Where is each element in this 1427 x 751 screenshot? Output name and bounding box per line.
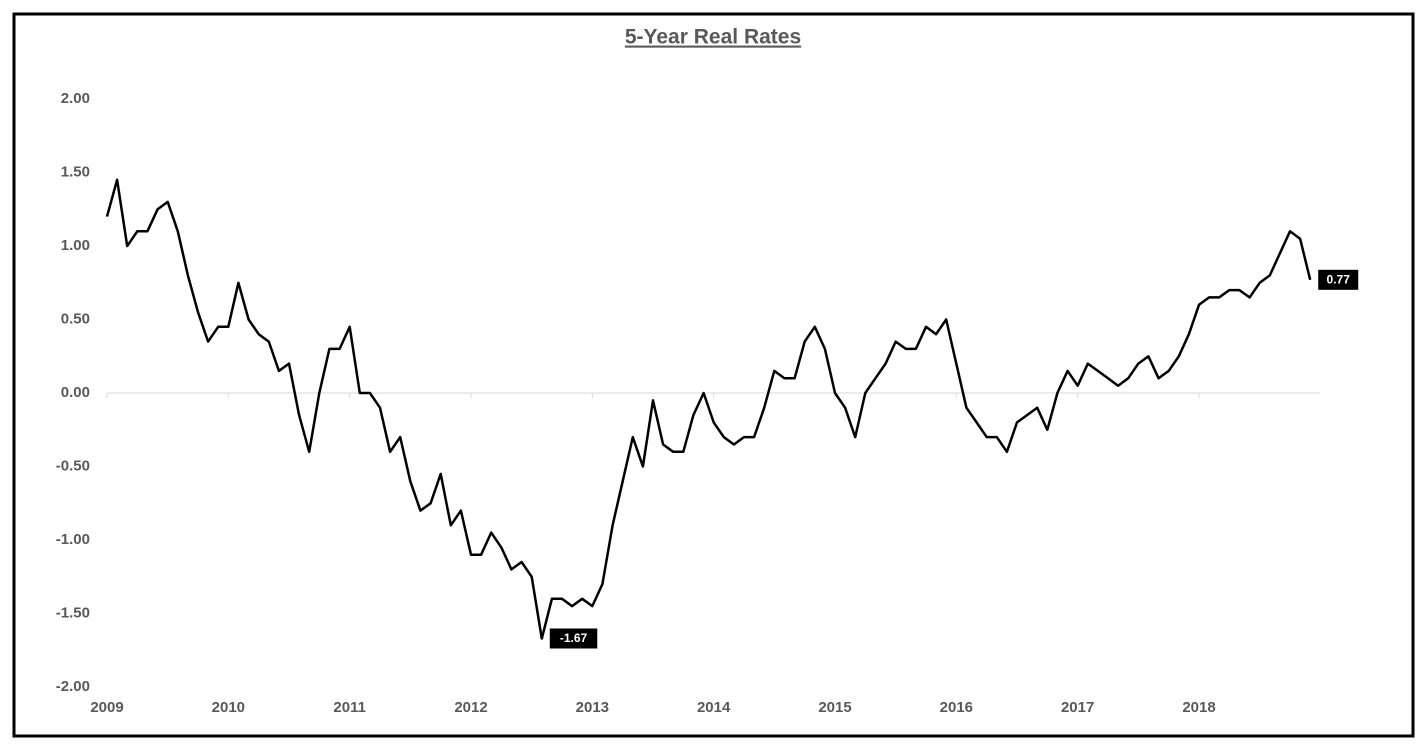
x-tick-label: 2011 (333, 699, 366, 716)
data-label: -1.67 (560, 631, 588, 645)
x-tick-label: 2012 (454, 699, 487, 716)
y-tick-label: 1.50 (61, 163, 90, 180)
y-tick-label: -2.00 (56, 678, 90, 695)
chart-title: 5-Year Real Rates (625, 26, 801, 49)
y-tick-label: 2.00 (61, 90, 90, 107)
frame (12, 12, 1415, 738)
data-label-box (1318, 269, 1359, 290)
x-tick-label: 2015 (818, 699, 851, 716)
x-tick-label: 2013 (576, 699, 609, 716)
y-tick-label: -0.50 (56, 457, 90, 474)
data-label: 0.77 (1327, 272, 1351, 286)
y-tick-label: 1.00 (61, 237, 90, 254)
y-tick-label: -1.00 (56, 531, 90, 548)
x-tick-label: 2018 (1182, 699, 1215, 716)
x-tick-label: 2016 (940, 699, 973, 716)
y-tick-label: 0.00 (61, 384, 90, 401)
x-tick-label: 2014 (697, 699, 731, 716)
x-tick-label: 2010 (212, 699, 245, 716)
x-tick-label: 2009 (90, 699, 123, 716)
x-tick-label: 2017 (1061, 699, 1094, 716)
y-tick-label: -1.50 (56, 604, 90, 621)
y-tick-label: 0.50 (61, 310, 90, 327)
line-series (105, 178, 1312, 640)
data-label-box (549, 628, 598, 649)
